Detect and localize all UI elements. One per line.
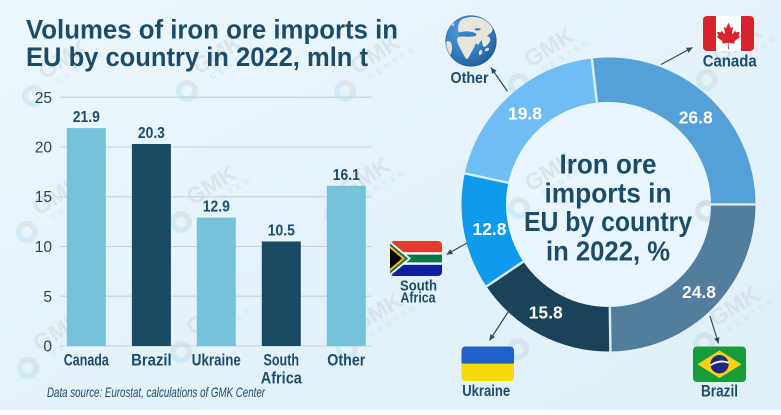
svg-text:20.3: 20.3: [138, 125, 165, 142]
svg-text:Brazil: Brazil: [131, 352, 172, 370]
svg-text:Ukraine: Ukraine: [192, 352, 241, 370]
svg-text:24.8: 24.8: [682, 282, 716, 302]
svg-text:Canada: Canada: [703, 52, 757, 71]
svg-text:Africa: Africa: [261, 370, 303, 388]
svg-text:Iron ore: Iron ore: [560, 148, 657, 179]
svg-text:Africa: Africa: [401, 291, 437, 307]
svg-text:EU by country: EU by country: [524, 206, 692, 237]
svg-text:26.8: 26.8: [679, 108, 713, 128]
svg-text:in 2022, %: in 2022, %: [546, 236, 670, 267]
svg-text:19.8: 19.8: [508, 103, 542, 123]
svg-text:10.5: 10.5: [268, 223, 295, 240]
svg-text:Other: Other: [327, 352, 365, 370]
svg-text:South: South: [264, 352, 300, 370]
svg-text:10: 10: [35, 239, 53, 256]
svg-text:Data source: Eurostat, calcula: Data source: Eurostat, calculations of G…: [47, 384, 266, 400]
svg-text:12.9: 12.9: [203, 199, 230, 216]
svg-text:25: 25: [35, 90, 52, 107]
svg-text:EU by country in 2022, mln t: EU by country in 2022, mln t: [26, 42, 368, 72]
svg-text:imports in: imports in: [545, 178, 672, 209]
svg-text:0: 0: [43, 339, 52, 356]
svg-text:Ukraine: Ukraine: [462, 383, 510, 400]
svg-text:Volumes of iron ore imports in: Volumes of iron ore imports in: [26, 15, 398, 45]
svg-text:Other: Other: [451, 70, 489, 87]
svg-text:15: 15: [35, 189, 52, 206]
svg-text:16.1: 16.1: [333, 167, 360, 184]
svg-text:12.8: 12.8: [473, 219, 507, 239]
svg-text:Canada: Canada: [64, 352, 110, 370]
svg-text:15.8: 15.8: [529, 303, 563, 323]
svg-text:21.9: 21.9: [73, 109, 100, 126]
svg-text:20: 20: [35, 140, 53, 157]
svg-text:Brazil: Brazil: [701, 383, 738, 401]
svg-text:5: 5: [43, 289, 52, 306]
